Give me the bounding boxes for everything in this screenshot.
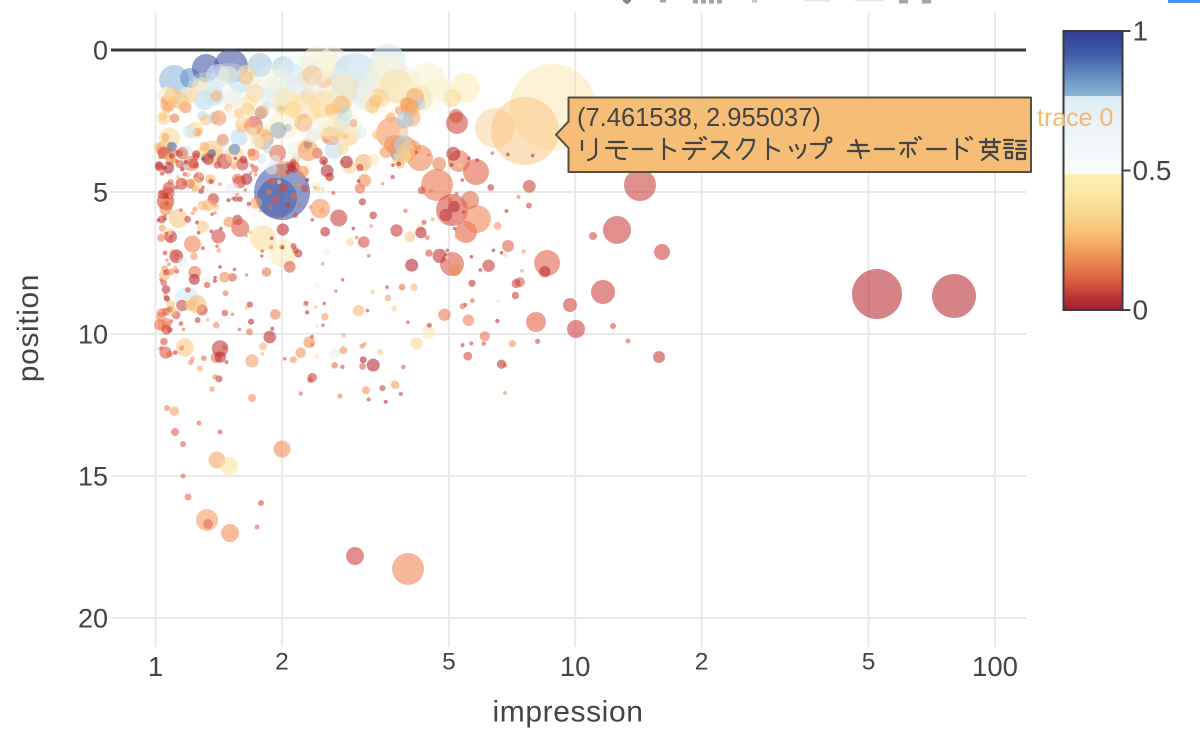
svg-text:20: 20: [78, 604, 108, 634]
svg-text:position: position: [12, 274, 45, 382]
svg-text:0: 0: [93, 36, 108, 66]
svg-text:0: 0: [1133, 295, 1149, 326]
svg-text:2: 2: [275, 649, 289, 676]
svg-text:0.5: 0.5: [1133, 155, 1172, 186]
svg-text:5: 5: [442, 649, 456, 676]
svg-text:5: 5: [93, 178, 108, 208]
svg-text:100: 100: [972, 651, 1018, 682]
svg-text:1: 1: [148, 651, 163, 682]
svg-text:impression: impression: [492, 696, 643, 729]
svg-text:1: 1: [1133, 16, 1149, 47]
svg-text:(7.461538, 2.955037): (7.461538, 2.955037): [577, 104, 821, 132]
svg-text:2: 2: [695, 649, 709, 676]
svg-text:10: 10: [560, 651, 591, 682]
svg-text:15: 15: [78, 462, 108, 492]
svg-text:trace 0: trace 0: [1037, 104, 1113, 132]
svg-text:10: 10: [78, 320, 108, 350]
svg-text:5: 5: [862, 649, 876, 676]
